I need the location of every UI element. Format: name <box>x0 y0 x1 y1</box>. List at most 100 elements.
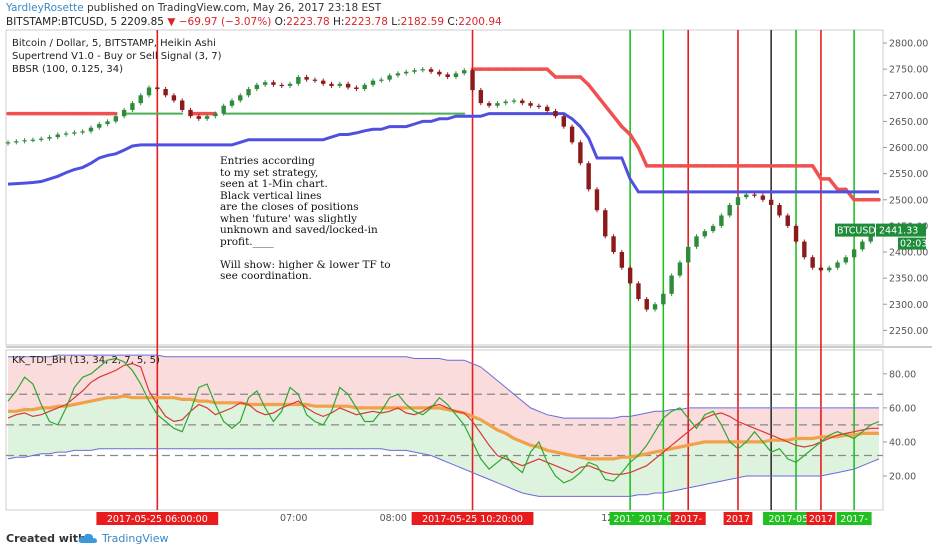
candle-body <box>544 106 550 111</box>
candle-body <box>337 83 343 86</box>
signal-label-text: 2017-0 <box>613 514 647 525</box>
tdi-tick-label: 20.00 <box>889 471 916 482</box>
created-with-label: Created with <box>6 532 86 545</box>
candle-body <box>727 205 732 216</box>
candle-body <box>453 73 459 78</box>
candle-body <box>752 194 757 196</box>
price-tick-label: 2500.00 <box>889 195 928 206</box>
candle-body <box>627 267 633 284</box>
signal-label-text: 2017 <box>726 514 750 525</box>
ohlc-line: BITSTAMP:BTCUSD, 5 2209.85 ▼ −69.97 (−3.… <box>6 16 502 28</box>
candle-body <box>744 194 749 198</box>
candle-body <box>810 257 815 268</box>
time-tick-label: 07:00 <box>280 513 307 524</box>
signal-label-text: 2017 <box>809 514 833 525</box>
candle-body <box>171 95 177 101</box>
candle-body <box>835 262 840 268</box>
candle-body <box>113 116 119 122</box>
open-value: 2223.78 <box>286 16 330 28</box>
price-tick-label: 2350.00 <box>889 274 928 285</box>
candle-body <box>262 82 268 85</box>
candle-body <box>287 83 293 86</box>
price-tick-label: 2400.00 <box>889 248 928 259</box>
candle-body <box>619 252 625 268</box>
candle-body <box>768 199 774 205</box>
supertrend-segment <box>620 124 632 137</box>
supertrend-segment <box>636 145 649 168</box>
candle-body <box>462 70 467 74</box>
candle-body <box>777 205 782 216</box>
last-price-tag: BTCUSD 2441.33 02:03 <box>835 223 927 250</box>
legend-bbsr: BBSR (100, 0.125, 34) <box>12 64 123 75</box>
candle-body <box>520 100 525 104</box>
candle-body <box>760 195 766 200</box>
candle-body <box>644 299 649 310</box>
candle-body <box>196 116 201 119</box>
price-tick-label: 2300.00 <box>889 300 928 311</box>
strategy-annotation: Entries according to my set strategy, se… <box>220 155 391 282</box>
price-tick-label: 2250.00 <box>889 326 928 337</box>
last-price: 2209.85 <box>120 16 164 28</box>
candle-body <box>97 124 102 128</box>
signal-label-text: 2017-05-25 10:20:00 <box>422 514 523 525</box>
candle-body <box>5 142 11 144</box>
supertrend-segment <box>586 83 599 98</box>
candle-body <box>213 113 218 117</box>
candle-body <box>362 84 367 90</box>
candle-body <box>802 241 807 258</box>
candle-body <box>445 74 450 78</box>
candle-body <box>22 140 27 142</box>
price-tick-label: 2800.00 <box>889 39 928 50</box>
chart-canvas[interactable]: 2250.002300.002350.002400.002450.002500.… <box>0 0 932 528</box>
candle-body <box>793 225 799 242</box>
close-label: C: <box>447 16 459 28</box>
candle-body <box>553 110 558 117</box>
price-tick-label: 2650.00 <box>889 117 928 128</box>
candle-body <box>578 142 583 164</box>
author-link[interactable]: YardleyRosette <box>6 2 84 14</box>
candle-body <box>370 80 376 85</box>
candle-body <box>229 100 235 106</box>
supertrend-segment <box>611 114 624 129</box>
tradingview-cloud-icon <box>78 533 97 543</box>
candle-body <box>387 75 392 80</box>
candle-body <box>818 267 824 271</box>
candle-body <box>511 100 517 102</box>
candle-body <box>312 79 318 81</box>
candle-body <box>254 84 260 90</box>
signal-label-text: 2017- <box>840 514 868 525</box>
tradingview-brand[interactable]: TradingView <box>102 532 169 545</box>
supertrend-segment <box>827 177 840 192</box>
published-text: published on TradingView.com, May 26, 20… <box>87 2 382 14</box>
candle-body <box>163 89 168 96</box>
countdown-text: 02:03 <box>900 239 927 250</box>
candle-body <box>561 116 566 127</box>
candle-body <box>80 131 85 133</box>
signal-label-bg <box>670 512 706 525</box>
candle-body <box>611 236 616 253</box>
price-tick-label: 2750.00 <box>889 65 928 76</box>
candle-body <box>669 275 674 294</box>
candle-body <box>246 89 251 96</box>
signal-time-label: 2017 <box>723 512 753 525</box>
publish-line: YardleyRosette published on TradingView.… <box>6 2 381 14</box>
candle-body <box>503 101 508 104</box>
change-value: −69.97 (−3.07%) <box>178 16 272 28</box>
supertrend-segment <box>603 103 616 118</box>
legend-series: Bitcoin / Dollar, 5, BITSTAMP, Heikin As… <box>12 38 216 49</box>
legend-supertrend: Supertrend V1.0 - Buy or Sell Signal (3,… <box>12 51 222 62</box>
tdi-signal-line <box>7 357 880 484</box>
high-label: H: <box>333 16 345 28</box>
candle-body <box>694 236 699 247</box>
close-value: 2200.94 <box>458 16 502 28</box>
supertrend-segment <box>578 75 591 87</box>
candle-body <box>827 267 832 271</box>
candle-body <box>271 82 276 85</box>
candle-body <box>221 105 226 114</box>
candle-body <box>843 257 849 263</box>
bbsr-line <box>7 112 879 194</box>
candle-body <box>14 141 19 143</box>
candle-body <box>279 84 284 87</box>
candle-body <box>204 116 210 119</box>
candle-body <box>412 70 417 72</box>
